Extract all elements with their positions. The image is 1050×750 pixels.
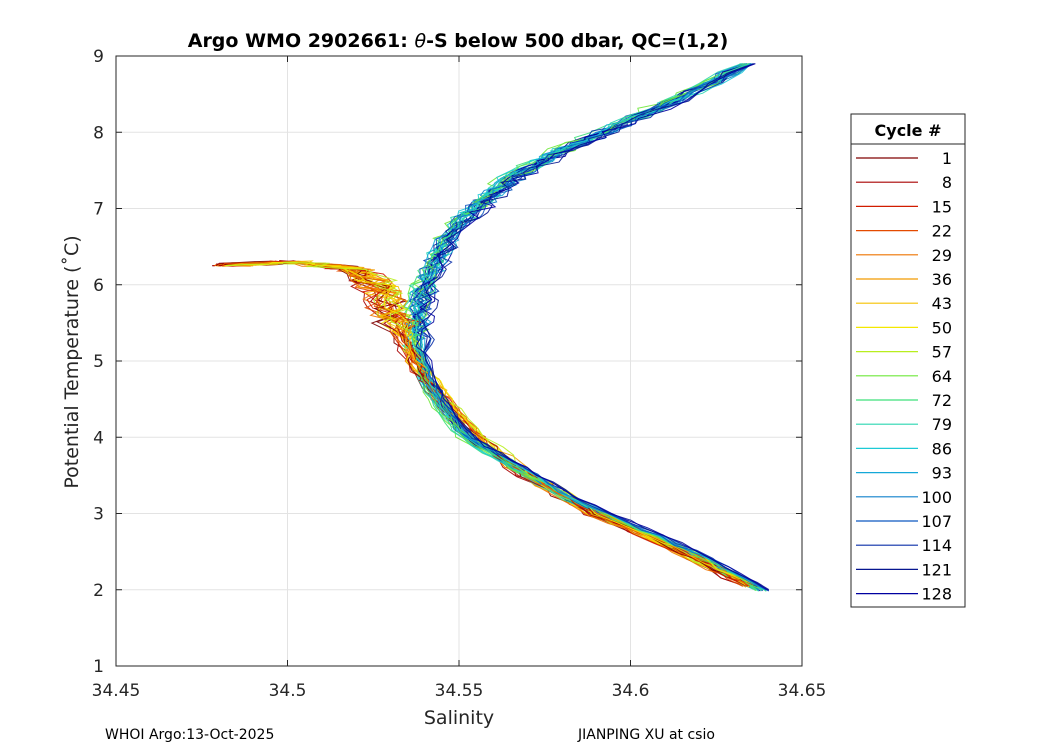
footer-author: JIANPING XU at csio <box>578 727 715 743</box>
legend-items: 1 8 15 22 29 36 43 50 57 64 72 79 86 93 100 107 114 121 12… <box>856 149 952 604</box>
legend-box <box>850 113 966 608</box>
profile-line-cycle-121 <box>421 63 770 591</box>
footer-source: WHOI Argo:13-Oct-2025 <box>105 727 275 743</box>
legend-label: 86 <box>932 439 952 458</box>
legend-label: 29 <box>932 246 952 265</box>
legend-label: 100 <box>921 488 952 507</box>
legend-label: 36 <box>932 270 952 289</box>
y-tick-label: 4 <box>93 428 104 448</box>
legend-label: 107 <box>921 512 952 531</box>
y-tick-label: 6 <box>93 276 104 296</box>
y-tick-label: 8 <box>93 123 104 143</box>
y-axis-label: Potential Temperature (˚C) <box>61 235 83 488</box>
legend-label: 57 <box>932 343 952 362</box>
profile-line-cycle-50 <box>225 261 758 587</box>
legend-label: 1 <box>942 149 952 168</box>
y-tick-label: 5 <box>93 352 104 372</box>
profile-line-cycle-114 <box>416 63 767 591</box>
y-tick-label: 2 <box>93 581 104 601</box>
legend-title: Cycle # <box>875 121 942 140</box>
legend-label: 93 <box>932 464 952 483</box>
x-axis-label: Salinity <box>424 707 494 729</box>
x-tick-label: 34.65 <box>778 681 827 701</box>
profiles <box>211 63 770 592</box>
y-tick-label: 1 <box>93 657 104 677</box>
y-tick-label: 9 <box>93 47 104 67</box>
y-tick-label: 7 <box>93 200 104 220</box>
legend-label: 64 <box>932 367 952 386</box>
ticks: 34.45 34.5 34.55 34.6 34.65 1 2 3 4 5 6 7 8 9 <box>92 47 827 701</box>
chart-title: Argo WMO 2902661: θ-S below 500 dbar, QC… <box>188 30 729 52</box>
legend-label: 22 <box>932 222 952 241</box>
legend-label: 43 <box>932 294 952 313</box>
legend-label: 15 <box>932 197 952 216</box>
profile-line-cycle-128 <box>415 63 770 591</box>
x-tick-label: 34.5 <box>269 681 307 701</box>
x-tick-label: 34.6 <box>612 681 650 701</box>
legend-label: 128 <box>921 585 952 604</box>
legend-label: 72 <box>932 391 952 410</box>
legend-label: 50 <box>932 318 952 337</box>
x-tick-label: 34.45 <box>92 681 141 701</box>
legend-label: 121 <box>921 560 952 579</box>
legend-label: 8 <box>942 173 952 192</box>
y-tick-label: 3 <box>93 505 104 525</box>
legend: Cycle # 1 8 15 22 29 36 43 50 57 64 72 79 86 93 100 107… <box>850 113 966 608</box>
legend-label: 79 <box>932 415 952 434</box>
x-tick-label: 34.55 <box>435 681 484 701</box>
legend-label: 114 <box>921 536 952 555</box>
